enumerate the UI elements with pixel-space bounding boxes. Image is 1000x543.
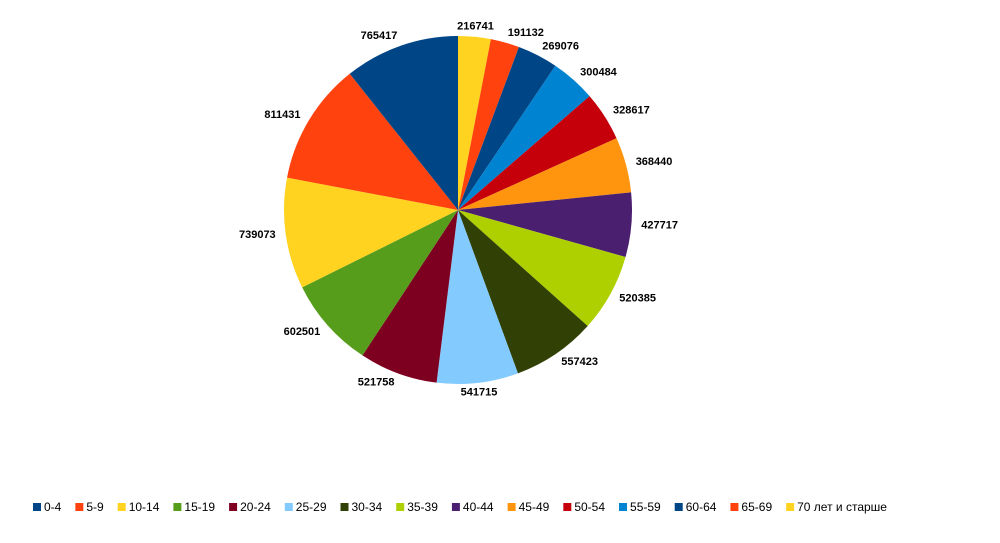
pie-slice-30-34 [458,210,588,374]
legend-label-25-29: 25-29 [296,500,327,514]
data-label-70: 216741 [457,21,494,33]
legend-label-0-4: 0-4 [44,500,62,514]
pie-slice-10-14 [284,177,458,288]
legend: 0-4 5-9 10-14 15-19 20-24 25-29 30-34 35-39 40-4… [33,500,887,514]
pie-slice-5-9 [287,73,458,211]
legend-swatch-20-24 [229,503,238,511]
data-label-50-54: 328617 [613,105,650,117]
data-label-10-14: 739073 [239,229,276,241]
data-label-35-39: 520385 [619,292,656,304]
data-label-25-29: 541715 [461,387,498,399]
legend-swatch-60-64 [674,503,683,511]
legend-label-15-19: 15-19 [184,500,215,514]
pie-slice-60-64 [458,47,556,210]
pie-slice-50-54 [458,96,617,210]
legend-label-60-64: 60-64 [686,500,717,514]
data-label-30-34: 557423 [561,356,598,368]
legend-label-50-54: 50-54 [574,500,605,514]
pie-slice-25-29 [436,210,518,384]
pie-slice-0-4 [349,36,458,210]
data-label-15-19: 602501 [284,326,321,338]
pie-slice-15-19 [302,210,458,356]
data-label-65-69: 191132 [508,27,544,39]
legend-swatch-55-59 [619,503,628,511]
legend-label-45-49: 45-49 [519,500,550,514]
pie-slices [284,36,632,384]
data-label-55-59: 300484 [580,66,618,78]
legend-label-20-24: 20-24 [240,500,271,514]
pie-slice-45-49 [458,138,632,210]
data-label-60-64: 269076 [542,40,579,52]
legend-swatch-25-29 [284,503,293,511]
pie-slice-20-24 [362,210,458,383]
pie-slice-35-39 [458,210,626,327]
legend-swatch-10-14 [117,503,126,511]
legend-label-70: 70 лет и старше [797,500,887,514]
legend-label-30-34: 30-34 [352,500,383,514]
legend-label-65-69: 65-69 [741,500,772,514]
pie-slice-40-44 [458,192,632,257]
legend-label-5-9: 5-9 [86,500,104,514]
legend-swatch-5-9 [75,503,84,511]
data-label-20-24: 521758 [358,377,395,389]
legend-label-35-39: 35-39 [407,500,438,514]
pie-slice-70 [458,36,491,210]
legend-swatch-40-44 [451,503,460,511]
legend-label-10-14: 10-14 [129,500,160,514]
data-label-40-44: 427717 [641,220,678,232]
data-label-45-49: 368440 [636,156,673,168]
data-label-5-9: 811431 [264,109,300,121]
pie-slice-65-69 [458,39,519,210]
legend-swatch-35-39 [396,503,405,511]
legend-swatch-0-4 [33,503,41,511]
legend-swatch-15-19 [173,503,182,511]
legend-swatch-45-49 [507,503,516,511]
legend-swatch-30-34 [340,503,349,511]
data-label-0-4: 765417 [361,30,398,42]
pie-slice-55-59 [458,65,590,210]
legend-swatch-65-69 [730,503,739,511]
legend-label-55-59: 55-59 [630,500,661,514]
legend-label-40-44: 40-44 [463,500,494,514]
legend-swatch-70 [786,503,795,511]
legend-swatch-50-54 [563,503,572,511]
